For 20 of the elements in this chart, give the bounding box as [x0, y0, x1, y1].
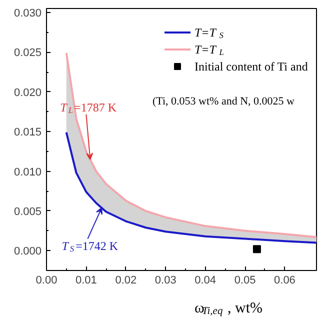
x-axis-title: ωTi,eq, wt%	[194, 300, 263, 317]
y-tick-label: 0.030	[14, 7, 42, 20]
line-series	[65, 131, 316, 244]
y-tick-label: 0.025	[14, 47, 42, 60]
y-tick-label: 0.020	[14, 86, 42, 99]
legend-label: Initial content of Ti and	[194, 60, 308, 74]
x-tick-label: 0.05	[234, 274, 256, 286]
y-tick-label: 0.015	[14, 126, 42, 139]
x-tick-label: 0.04	[194, 274, 216, 286]
legend-label: T=TL	[194, 42, 224, 57]
y-tick-label: 0.000	[14, 246, 42, 258]
x-tick-label: 0.00	[36, 274, 58, 286]
annotation: (Ti, 0.053 wt% and N, 0.0025 w	[152, 96, 295, 108]
x-tick-label: 0.01	[76, 274, 97, 286]
x-tick-label: 0.03	[154, 274, 176, 286]
x-tick-label: 0.06	[274, 274, 296, 286]
y-tick-label: 0.005	[14, 206, 42, 218]
legend-label: T=TS	[194, 26, 224, 40]
x-tick-label: 0.02	[115, 274, 137, 286]
y-tick-label: 0.010	[14, 166, 42, 178]
